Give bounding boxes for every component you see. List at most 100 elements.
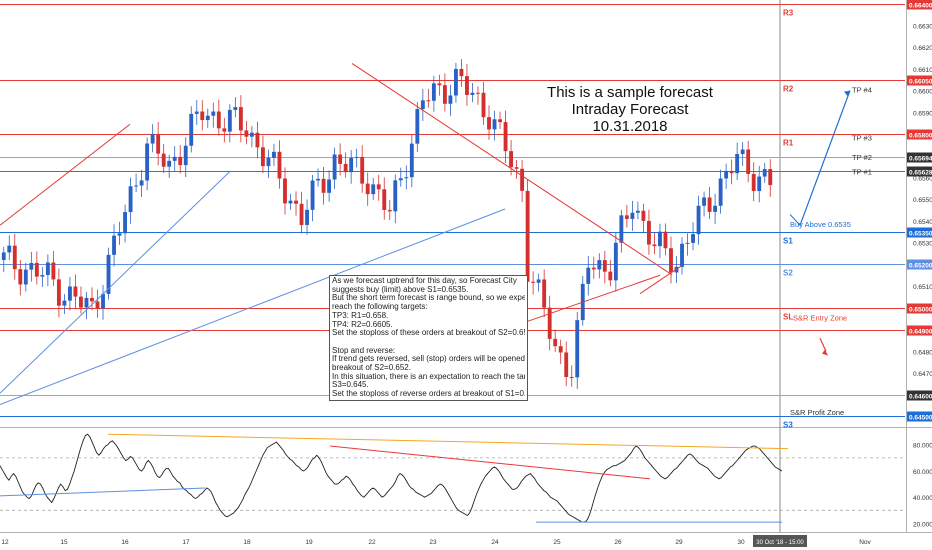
candle-body	[740, 149, 745, 155]
candle-body	[29, 262, 34, 270]
candle-body	[448, 95, 453, 104]
level-price-label: 0.65350	[909, 231, 932, 238]
candle-body	[724, 170, 729, 179]
candle-body	[635, 210, 640, 213]
candle-body	[95, 301, 100, 309]
candle-body	[56, 279, 61, 306]
candle-body	[652, 244, 657, 247]
candle-body	[735, 154, 740, 174]
osc-trendline	[329, 445, 651, 480]
time-tick-label: 19	[305, 539, 313, 546]
candle-body	[316, 178, 321, 181]
candle-body	[459, 68, 464, 77]
candle-body	[327, 179, 332, 193]
trendline	[503, 274, 661, 331]
candle-body	[641, 210, 646, 221]
candle-body	[663, 231, 668, 249]
candle-body	[161, 153, 166, 167]
annotation-label: S&R Profit Zone	[790, 408, 844, 417]
candle-body	[597, 260, 602, 270]
candle-body	[123, 212, 128, 234]
trendline	[0, 123, 131, 226]
note-line: TP3: R1=0.658.	[332, 311, 389, 320]
time-tick-label: 17	[182, 539, 190, 546]
annotation-label: S&R Entry Zone	[793, 314, 847, 323]
osc-tick-label: 20.0000	[913, 521, 932, 528]
candle-body	[117, 233, 122, 236]
candle-body	[371, 184, 376, 195]
forecast-title: This is a sample forecast Intraday Forec…	[530, 84, 730, 135]
candle-body	[531, 281, 536, 283]
candle-body	[183, 145, 188, 166]
forecast-title-line: Intraday Forecast	[571, 101, 689, 118]
level-name-label: R1	[783, 139, 794, 148]
candle-body	[575, 320, 580, 378]
candle-body	[1, 252, 6, 261]
candle-body	[514, 167, 519, 169]
candle-body	[211, 111, 216, 116]
level-name-label: S3	[783, 421, 793, 430]
candle-body	[343, 163, 348, 173]
candle-body	[45, 262, 50, 276]
forecast-arrow	[799, 90, 851, 226]
candle-body	[707, 197, 712, 212]
candle-body	[84, 297, 89, 308]
candle-body	[216, 111, 221, 129]
candle-body	[437, 83, 442, 86]
candle-body	[768, 169, 773, 186]
candle-body	[558, 346, 563, 353]
candle-body	[79, 296, 83, 308]
candle-body	[591, 267, 596, 270]
candle-body	[602, 260, 607, 272]
candle-body	[34, 262, 39, 277]
candle-body	[338, 154, 343, 164]
candle-body	[354, 156, 359, 158]
candle-body	[299, 203, 304, 225]
candle-body	[624, 215, 629, 219]
arrow-head	[822, 349, 828, 356]
time-tick-label: 29	[675, 539, 683, 546]
candle-body	[630, 212, 635, 219]
candle-body	[713, 205, 718, 212]
annotation-label: TP #4	[852, 86, 872, 95]
candle-body	[156, 133, 161, 154]
candle-body	[525, 190, 530, 282]
candle-body	[7, 245, 12, 253]
candle-body	[244, 130, 249, 137]
candle-body	[393, 180, 398, 212]
candle-body	[536, 279, 541, 283]
candle-body	[415, 109, 420, 144]
candle-body	[398, 178, 403, 181]
candle-body	[288, 200, 293, 204]
level-name-label: R2	[783, 85, 794, 94]
candle-body	[487, 117, 491, 130]
osc-tick-label: 60.0000	[913, 469, 932, 476]
candle-body	[387, 209, 392, 212]
candle-body	[658, 231, 662, 247]
candle-body	[18, 269, 23, 285]
candle-body	[40, 275, 45, 277]
level-price-tag	[907, 411, 932, 422]
candle-body	[283, 178, 287, 204]
candle-body	[520, 168, 525, 191]
trendline	[639, 265, 683, 295]
note-line: TP4: R2=0.6605.	[332, 320, 393, 329]
candle-body	[62, 300, 67, 306]
candle-body	[255, 132, 260, 148]
forecast-arrow	[819, 337, 827, 352]
candle-body	[509, 151, 514, 168]
candle-body	[762, 169, 767, 177]
osc-trendline	[107, 433, 789, 450]
candle-body	[470, 92, 475, 95]
candle-body	[453, 68, 458, 96]
candle-body	[569, 377, 574, 379]
time-tick-label: 12	[1, 539, 9, 546]
level-name-label: S2	[783, 269, 793, 278]
forecast-note-box: As we forecast uptrend for this day, so …	[329, 275, 528, 401]
time-tick-label: 26	[614, 539, 622, 546]
osc-tick-label: 80.0000	[913, 443, 932, 450]
